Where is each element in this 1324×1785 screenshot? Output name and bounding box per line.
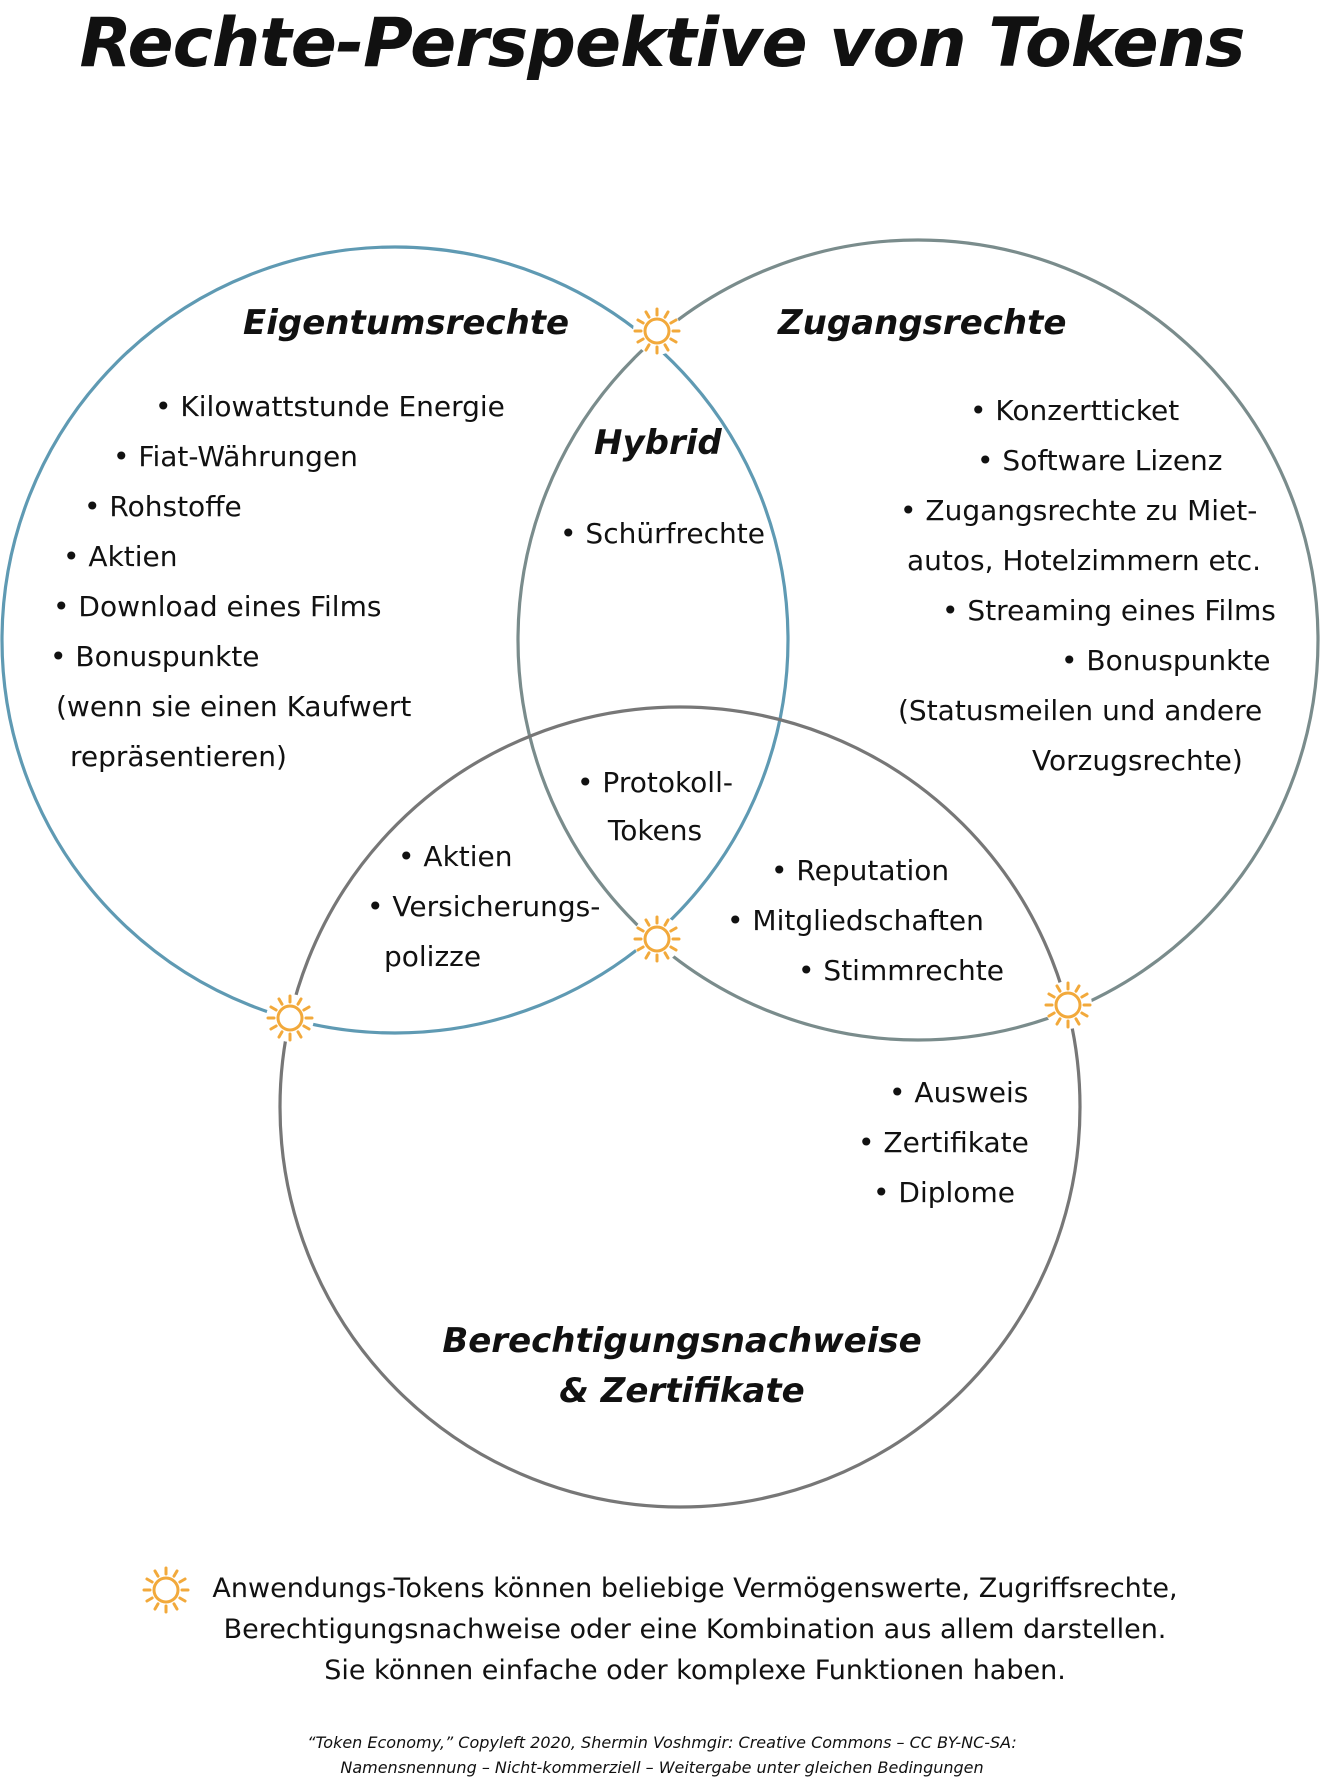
list-item: • Reputation: [771, 854, 950, 887]
sun-icon: [1044, 981, 1092, 1029]
list-item: • Rohstoffe: [84, 490, 242, 523]
legend-line: Sie können einfache oder komplexe Funkti…: [324, 1655, 1066, 1686]
credit-line: “Token Economy,” Copyleft 2020, Shermin …: [307, 1733, 1017, 1752]
heading-zugangsrechte: Zugangsrechte: [778, 303, 1067, 343]
heading-berechtigung-line1: Berechtigungsnachweise: [442, 1321, 922, 1361]
list-item: • Download eines Films: [53, 590, 382, 623]
legend-line: Berechtigungsnachweise oder eine Kombina…: [223, 1614, 1167, 1645]
credit-line: Namensnennung – Nicht-kommerziell – Weit…: [340, 1758, 984, 1777]
sun-icon: [142, 1566, 190, 1614]
list-item: • Konzertticket: [970, 394, 1180, 427]
list-item: • Kilowattstunde Energie: [155, 390, 505, 423]
list-item: (wenn sie einen Kaufwert: [56, 690, 412, 723]
legend-text: Anwendungs-Tokens können beliebige Vermö…: [190, 1568, 1200, 1691]
circle-eigentumsrechte: [0, 245, 790, 1035]
list-item: • Ausweis: [889, 1076, 1029, 1109]
overlap-center: • Protokoll- Tokens: [555, 758, 755, 856]
heading-berechtigungsnachweise: Berechtigungsnachweise & Zertifikate: [432, 1316, 932, 1416]
legend-line: Anwendungs-Tokens können beliebige Vermö…: [212, 1573, 1178, 1604]
list-item: • Bonuspunkte: [50, 640, 260, 673]
list-item: • Mitgliedschaften: [727, 904, 984, 937]
heading-eigentumsrechte: Eigentumsrechte: [243, 303, 570, 343]
list-item: • Aktien: [398, 840, 513, 873]
list-item: autos, Hotelzimmern etc.: [907, 544, 1261, 577]
sun-icon: [142, 1566, 190, 1614]
list-item: repräsentieren): [70, 740, 287, 773]
list-item: • Zertifikate: [858, 1126, 1029, 1159]
list-item: • Software Lizenz: [977, 444, 1223, 477]
circle-zugangsrechte: [516, 238, 1320, 1042]
list-item: • Schürfrechte: [560, 517, 765, 550]
list-item: • Versicherungs-: [367, 890, 601, 923]
list-item: (Statusmeilen und andere: [898, 694, 1263, 727]
sun-icon: [633, 307, 681, 355]
copyright-credit: “Token Economy,” Copyleft 2020, Shermin …: [0, 1730, 1324, 1780]
sun-icon: [633, 915, 681, 963]
list-item: • Bonuspunkte: [1061, 644, 1271, 677]
heading-hybrid: Hybrid: [594, 423, 722, 463]
diagram-title: Rechte-Perspektive von Tokens: [79, 4, 1245, 83]
list-item: • Streaming eines Films: [942, 594, 1276, 627]
list-item: • Aktien: [63, 540, 178, 573]
list-item: Vorzugsrechte): [1032, 744, 1243, 777]
sun-icon: [266, 994, 314, 1042]
circle-berechtigungsnachweise: [278, 705, 1082, 1509]
list-item: • Protokoll-: [577, 766, 733, 799]
heading-berechtigung-line2: & Zertifikate: [559, 1371, 805, 1411]
list-item: Tokens: [607, 814, 703, 847]
list-item: • Diplome: [873, 1176, 1015, 1209]
list-item: • Zugangsrechte zu Miet-: [900, 494, 1258, 527]
list-item: • Fiat-Währungen: [113, 440, 358, 473]
list-item: • Stimmrechte: [798, 954, 1004, 987]
list-item: polizze: [384, 940, 482, 973]
